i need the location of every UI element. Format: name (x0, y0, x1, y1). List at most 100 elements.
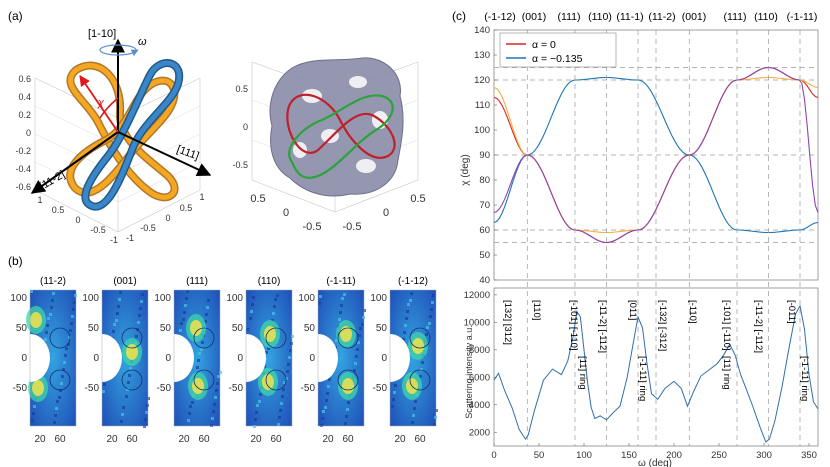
heatmap-noise (324, 406, 327, 409)
heatmap-noise (344, 422, 347, 425)
heatmap-frame (317, 289, 365, 427)
plane-label: (111) (558, 11, 581, 23)
heatmap-noise (120, 420, 123, 423)
heatmap-noise (414, 400, 417, 403)
heatmap-ytick: 100 (10, 293, 27, 304)
heatmap-noise (362, 316, 365, 319)
heatmap-noise (246, 328, 249, 331)
plane-label: (111) (724, 11, 747, 23)
chi-label: χ (97, 97, 105, 109)
direction-label: [-11-2] [-112] (753, 300, 764, 353)
heatmap-xtick: 60 (270, 434, 282, 445)
heatmap-xtick: 20 (106, 434, 118, 445)
plane-label: (001) (682, 11, 707, 23)
heatmap-noise (186, 290, 189, 293)
heatmap-noise (253, 425, 256, 428)
heatmap-noise (289, 349, 292, 352)
lower-ytick: 8000 (469, 345, 490, 356)
heatmap-noise (44, 338, 47, 341)
heatmap-noise (277, 423, 280, 426)
lower-ylabel: Scattering intensity a.u. (464, 325, 474, 419)
heatmap-noise (115, 319, 118, 322)
heatmap-noise (63, 361, 66, 364)
ring-label: [-1-11] ring (637, 356, 648, 401)
heatmap-noise (217, 375, 220, 378)
ring-label: [11] ring (721, 356, 732, 390)
plane-label: (001) (522, 11, 547, 23)
heatmap-noise (410, 292, 413, 295)
heatmap-noise (122, 406, 125, 409)
a-right-ztick: 0 (243, 122, 248, 132)
chi-curve (493, 66, 819, 244)
heatmap-noise (319, 295, 322, 298)
heatmap-noise (112, 330, 115, 333)
heatmap-noise (327, 385, 330, 388)
a-left-ytick: -1 (126, 233, 134, 243)
heatmap-hotspot-core (262, 374, 274, 390)
heatmap-noise (411, 421, 414, 424)
heatmap-noise (143, 425, 146, 428)
heatmap-panel (173, 289, 222, 427)
beamstop-mask (174, 334, 194, 382)
direction-label: [-11-2] [-112] (597, 300, 608, 353)
heatmap-noise (287, 363, 290, 366)
heatmap-hotspot-core (342, 378, 354, 394)
heatmap-ytick: 100 (298, 293, 315, 304)
heatmap-noise (419, 375, 422, 378)
ring-label: [-1-11] ring (799, 356, 810, 401)
heatmap-noise (341, 297, 344, 300)
direction-label: [-011] (786, 300, 797, 324)
a-right-ytick: 0.5 (410, 193, 425, 205)
heatmap-noise (59, 389, 62, 392)
heatmap-noise (428, 322, 431, 325)
heatmap-noise (325, 399, 328, 402)
upper-ytick: 50 (479, 250, 490, 261)
roi-circle (409, 327, 431, 349)
heatmap-noise (276, 294, 279, 297)
heatmap-noise (207, 299, 210, 302)
heatmap-frame (389, 289, 437, 427)
heatmap-ytick: 0 (381, 353, 387, 364)
heatmap-noise (339, 311, 342, 314)
a-left-xtick: -0.5 (90, 225, 106, 235)
heatmap-noise (321, 417, 324, 420)
heatmap-title: (11-2) (40, 276, 66, 287)
a-right-xtick: 0.5 (250, 193, 265, 205)
lower-ytick: 4000 (469, 400, 490, 411)
beamstop-mask (30, 334, 50, 382)
heatmap-noise (116, 312, 119, 315)
heatmap-noise (196, 366, 199, 369)
blob-holes (293, 76, 388, 173)
heatmap-noise (404, 324, 407, 327)
heatmap-noise (290, 342, 293, 345)
heatmap-noise (121, 413, 124, 416)
legend-label: α = 0 (532, 39, 556, 51)
a-left-ytick: 0.5 (180, 203, 193, 213)
heatmap-noise (179, 329, 182, 332)
heatmap-xtick: 20 (250, 434, 262, 445)
heatmap-panel (245, 289, 294, 428)
heatmap-noise (128, 374, 131, 377)
heatmap-noise (187, 419, 190, 422)
beamstop-mask (390, 334, 410, 382)
heatmap-xtick: 20 (394, 434, 406, 445)
a-left-ytick: 0 (165, 213, 170, 223)
heatmap-noise (335, 339, 338, 342)
heatmap-xtick: 20 (34, 434, 46, 445)
heatmap-noise (318, 302, 321, 305)
heatmap-noise (353, 369, 356, 372)
heatmap-noise (73, 301, 76, 304)
heatmap-noise (53, 421, 56, 424)
heatmap-noise (139, 307, 142, 310)
heatmap-noise (355, 355, 358, 358)
heatmap-hotspot-core (32, 380, 44, 396)
heatmap-ytick: 0 (309, 353, 315, 364)
upper-ytick: 100 (474, 125, 490, 136)
lower-ytick: 2000 (469, 427, 490, 438)
heatmap-noise (265, 351, 268, 354)
heatmap-noise (141, 293, 144, 296)
direction-label: [011] (627, 300, 638, 320)
heatmap-noise (140, 300, 143, 303)
heatmap-noise (358, 334, 361, 337)
